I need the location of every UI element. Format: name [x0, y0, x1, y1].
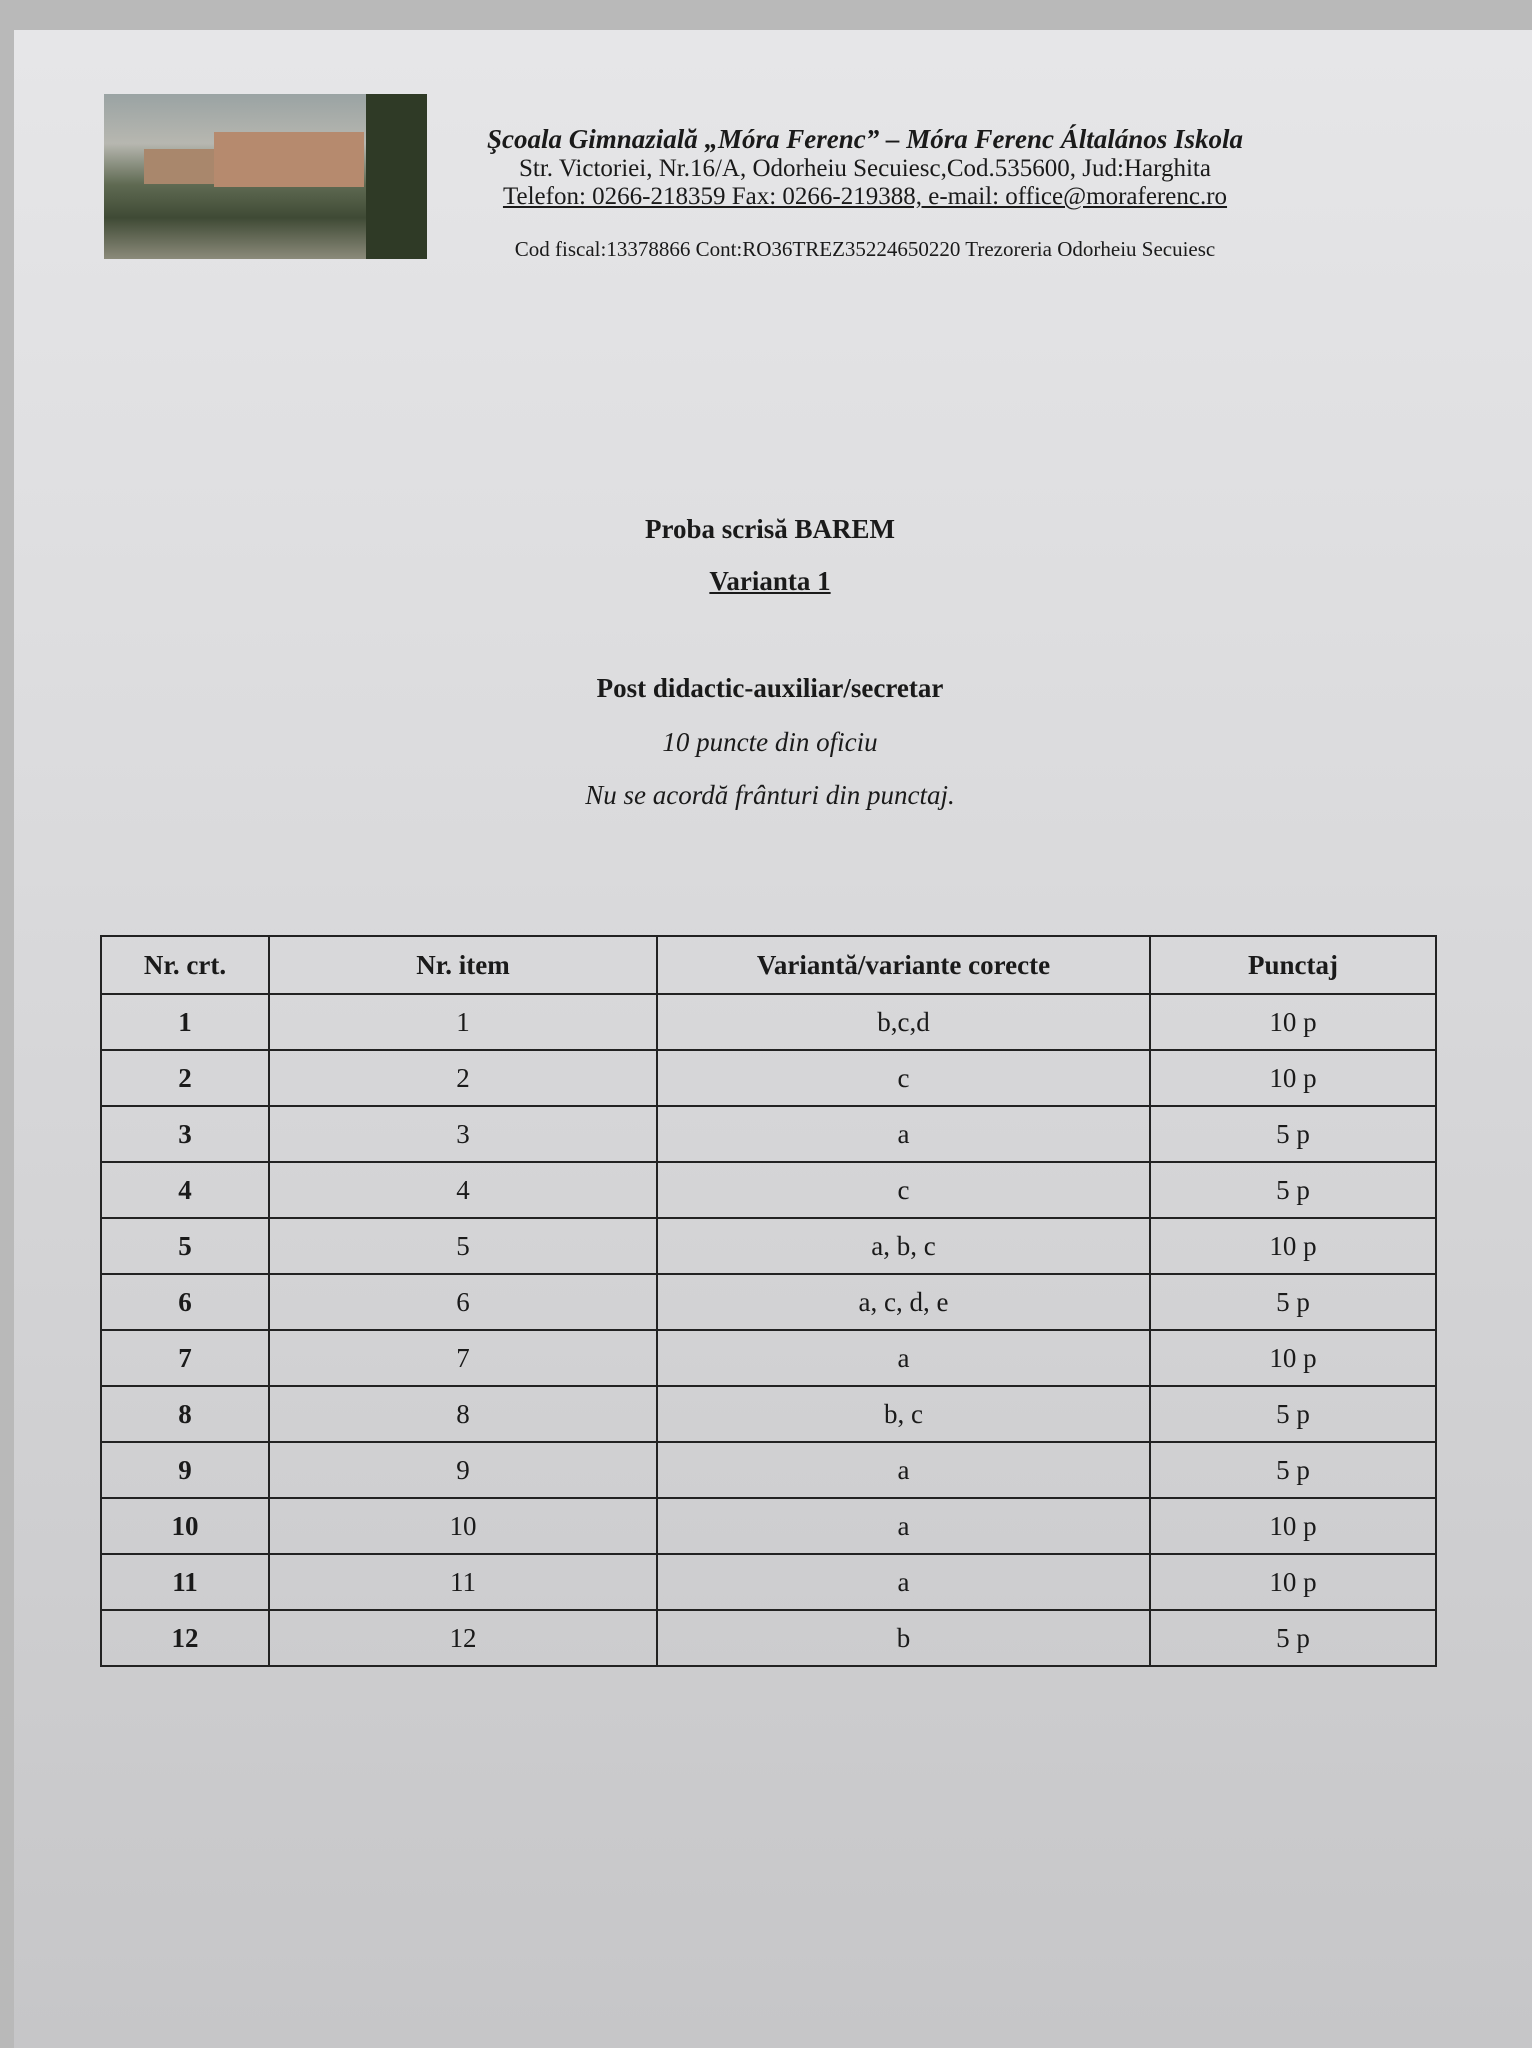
cell-nr-item: 2 — [268, 1049, 658, 1107]
cell-score: 5 p — [1149, 1273, 1437, 1331]
document-title: Proba scrisă BAREM — [645, 514, 895, 544]
table-row: 5 5 a, b, c 10 p — [100, 1217, 1437, 1275]
cell-nr-crt: 4 — [100, 1161, 270, 1219]
cell-nr-crt: 7 — [100, 1329, 270, 1387]
cell-correct-variants: a — [656, 1497, 1151, 1555]
cell-correct-variants: a — [656, 1553, 1151, 1611]
header-nr-item: Nr. item — [268, 935, 658, 995]
header-nr-crt: Nr. crt. — [100, 935, 270, 995]
cell-nr-crt: 10 — [100, 1497, 270, 1555]
building — [214, 132, 364, 187]
cell-nr-item: 4 — [268, 1161, 658, 1219]
cell-score: 5 p — [1149, 1385, 1437, 1443]
answer-key-table: Nr. crt. Nr. item Variantă/variante corect… — [100, 935, 1437, 1667]
table-row: 7 7 a 10 p — [100, 1329, 1437, 1387]
cell-score: 5 p — [1149, 1161, 1437, 1219]
header-score: Punctaj — [1149, 935, 1437, 995]
cell-correct-variants: a, b, c — [656, 1217, 1151, 1275]
cell-correct-variants: b,c,d — [656, 993, 1151, 1051]
table-row: 12 12 b 5 p — [100, 1609, 1437, 1667]
cell-score: 5 p — [1149, 1105, 1437, 1163]
school-name: Şcoala Gimnazială „Móra Ferenc” – Móra F… — [486, 124, 1244, 154]
table-row: 10 10 a 10 p — [100, 1497, 1437, 1555]
cell-score: 10 p — [1149, 1049, 1437, 1107]
table-row: 11 11 a 10 p — [100, 1553, 1437, 1611]
cell-nr-item: 5 — [268, 1217, 658, 1275]
cell-nr-item: 7 — [268, 1329, 658, 1387]
cell-nr-crt: 2 — [100, 1049, 270, 1107]
table-header-row: Nr. crt. Nr. item Variantă/variante corect… — [100, 935, 1437, 995]
school-address: Str. Victoriei, Nr.16/A, Odorheiu Secuie… — [519, 155, 1211, 182]
building-wing — [144, 149, 219, 184]
cell-nr-item: 8 — [268, 1385, 658, 1443]
cell-nr-crt: 5 — [100, 1217, 270, 1275]
cell-correct-variants: a — [656, 1329, 1151, 1387]
cell-nr-crt: 9 — [100, 1441, 270, 1499]
cell-correct-variants: a — [656, 1441, 1151, 1499]
cell-correct-variants: b — [656, 1609, 1151, 1667]
cell-nr-item: 12 — [268, 1609, 658, 1667]
table-row: 1 1 b,c,d 10 p — [100, 993, 1437, 1051]
cell-nr-item: 6 — [268, 1273, 658, 1331]
cell-nr-crt: 12 — [100, 1609, 270, 1667]
cell-score: 10 p — [1149, 1329, 1437, 1387]
cell-nr-item: 9 — [268, 1441, 658, 1499]
points-note: 10 puncte din oficiu — [662, 727, 878, 757]
cell-score: 5 p — [1149, 1609, 1437, 1667]
cell-correct-variants: a — [656, 1105, 1151, 1163]
tree — [366, 94, 427, 259]
cell-nr-crt: 11 — [100, 1553, 270, 1611]
cell-nr-crt: 1 — [100, 993, 270, 1051]
cell-correct-variants: a, c, d, e — [656, 1273, 1151, 1331]
cell-score: 5 p — [1149, 1441, 1437, 1499]
cell-score: 10 p — [1149, 993, 1437, 1051]
cell-score: 10 p — [1149, 1217, 1437, 1275]
cell-nr-item: 10 — [268, 1497, 658, 1555]
school-contact: Telefon: 0266-218359 Fax: 0266-219388, e… — [502, 183, 1228, 210]
header-correct-variants: Variantă/variante corecte — [656, 935, 1151, 995]
cell-nr-crt: 3 — [100, 1105, 270, 1163]
variant-label: Varianta 1 — [709, 566, 831, 596]
table-row: 2 2 c 10 p — [100, 1049, 1437, 1107]
fractions-note: Nu se acordă frânturi din punctaj. — [585, 780, 955, 810]
cell-nr-item: 1 — [268, 993, 658, 1051]
school-fiscal-info: Cod fiscal:13378866 Cont:RO36TREZ3522465… — [514, 237, 1216, 261]
cell-correct-variants: b, c — [656, 1385, 1151, 1443]
post-label: Post didactic-auxiliar/secretar — [596, 673, 944, 703]
school-building-photo — [104, 94, 427, 259]
cell-score: 10 p — [1149, 1497, 1437, 1555]
cell-correct-variants: c — [656, 1049, 1151, 1107]
cell-nr-item: 3 — [268, 1105, 658, 1163]
cell-nr-crt: 8 — [100, 1385, 270, 1443]
cell-score: 10 p — [1149, 1553, 1437, 1611]
cell-nr-crt: 6 — [100, 1273, 270, 1331]
cell-nr-item: 11 — [268, 1553, 658, 1611]
cell-correct-variants: c — [656, 1161, 1151, 1219]
